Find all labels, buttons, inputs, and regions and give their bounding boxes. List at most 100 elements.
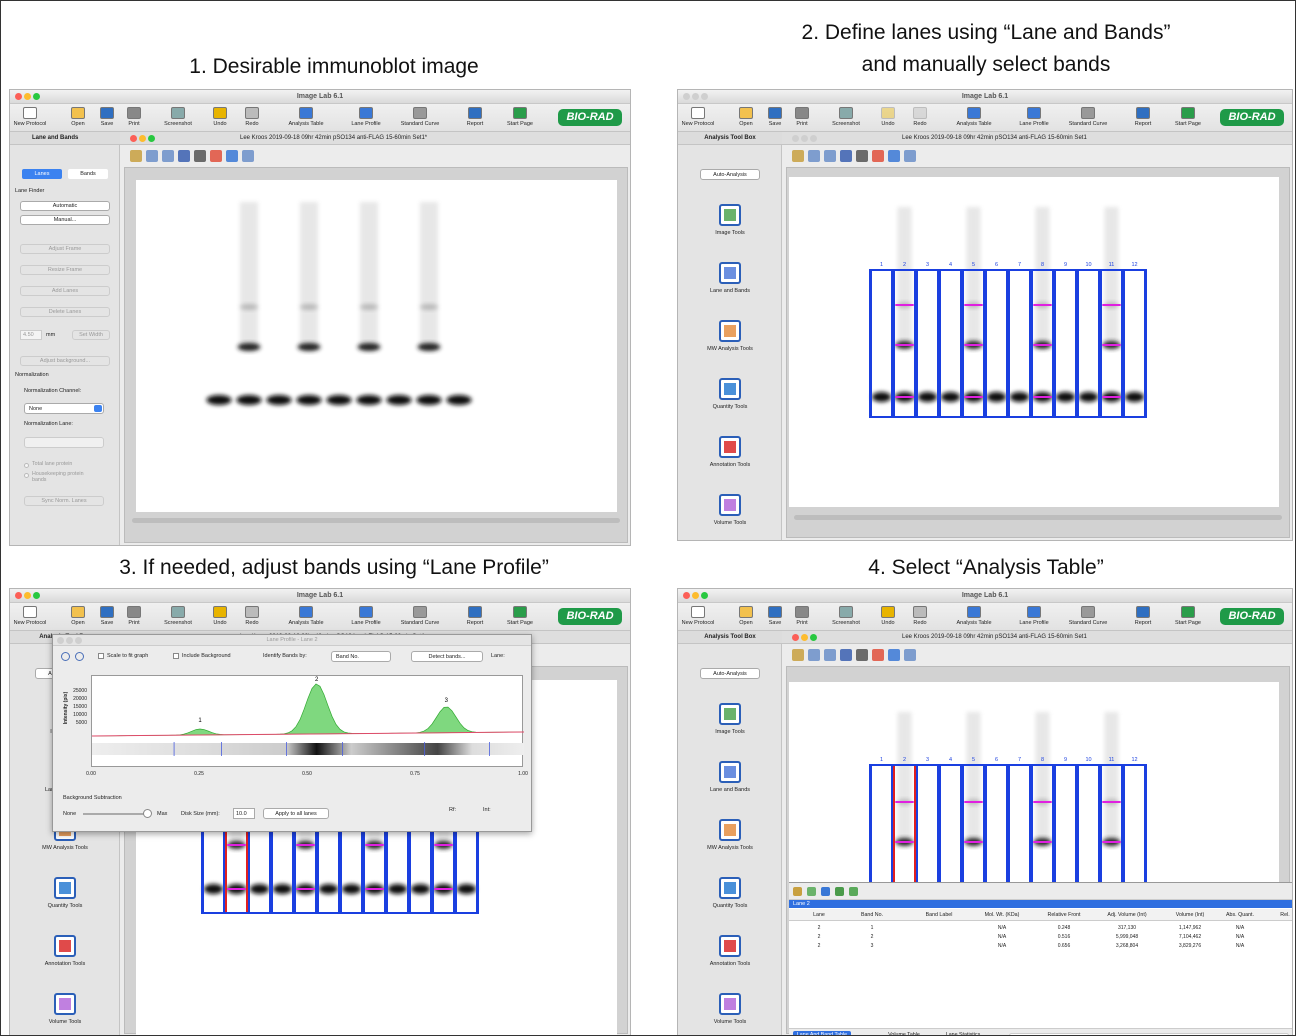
toolbar-icon[interactable]: [1181, 606, 1195, 618]
window-control[interactable]: [130, 135, 137, 142]
button[interactable]: Auto-Analysis: [700, 169, 760, 180]
image-tool-icon[interactable]: [792, 150, 804, 162]
toolbar-icon[interactable]: [299, 107, 313, 119]
tool-label[interactable]: Quantity Tools: [10, 903, 120, 909]
tool-label[interactable]: Volume Tools: [10, 1019, 120, 1025]
tool-label[interactable]: Lane and Bands: [678, 288, 782, 294]
toolbar-icon[interactable]: [1027, 107, 1041, 119]
zoom-icon[interactable]: [61, 652, 70, 661]
select[interactable]: None: [24, 403, 104, 414]
toolbar-icon[interactable]: [839, 107, 853, 119]
toolbar-icon[interactable]: [100, 107, 114, 119]
tool-label[interactable]: MW Analysis Tools: [10, 845, 120, 851]
tool-icon[interactable]: [719, 761, 741, 783]
image-tool-icon[interactable]: [162, 150, 174, 162]
tool-icon[interactable]: [719, 320, 741, 342]
image-tool-icon[interactable]: [130, 150, 142, 162]
image-tool-icon[interactable]: [888, 150, 900, 162]
toolbar-icon[interactable]: [839, 606, 853, 618]
button[interactable]: Set Width: [72, 330, 110, 340]
tool-label[interactable]: Image Tools: [678, 729, 782, 735]
image-tool-icon[interactable]: [856, 649, 868, 661]
toolbar-label[interactable]: Standard Curve: [1058, 620, 1118, 626]
tab[interactable]: Bands: [68, 169, 108, 179]
toolbar-icon[interactable]: [881, 606, 895, 618]
tool-label[interactable]: Annotation Tools: [678, 462, 782, 468]
table-tool-icon[interactable]: [821, 887, 830, 896]
toolbar-icon[interactable]: [1136, 107, 1150, 119]
tool-label[interactable]: Image Tools: [678, 230, 782, 236]
tool-label[interactable]: Quantity Tools: [678, 404, 782, 410]
toolbar-label[interactable]: Redo: [222, 121, 282, 127]
toolbar-label[interactable]: Analysis Table: [944, 620, 1004, 626]
toolbar-label[interactable]: Lane Profile: [336, 620, 396, 626]
tool-icon[interactable]: [719, 436, 741, 458]
button[interactable]: Manual...: [20, 215, 110, 225]
image-tool-icon[interactable]: [792, 649, 804, 661]
tool-label[interactable]: Volume Tools: [678, 1019, 782, 1025]
toolbar-icon[interactable]: [213, 606, 227, 618]
tool-label[interactable]: MW Analysis Tools: [678, 346, 782, 352]
tab[interactable]: Lane And Band Table: [793, 1031, 851, 1036]
button[interactable]: Adjust Frame: [20, 244, 110, 254]
input[interactable]: 10.0: [233, 808, 255, 819]
tool-label[interactable]: MW Analysis Tools: [678, 845, 782, 851]
select[interactable]: [24, 437, 104, 448]
toolbar-icon[interactable]: [795, 606, 809, 618]
window-control[interactable]: [148, 135, 155, 142]
toolbar-label[interactable]: Standard Curve: [390, 620, 450, 626]
tool-icon[interactable]: [719, 935, 741, 957]
image-tool-icon[interactable]: [242, 150, 254, 162]
tool-label[interactable]: Volume Tools: [678, 520, 782, 526]
image-tool-icon[interactable]: [210, 150, 222, 162]
button[interactable]: Delete Lanes: [20, 307, 110, 317]
toolbar-label[interactable]: Standard Curve: [1058, 121, 1118, 127]
toolbar-icon[interactable]: [245, 606, 259, 618]
toolbar-label[interactable]: Redo: [890, 620, 950, 626]
toolbar-icon[interactable]: [913, 606, 927, 618]
toolbar-icon[interactable]: [1181, 107, 1195, 119]
window-control[interactable]: [801, 135, 808, 142]
tool-icon[interactable]: [719, 262, 741, 284]
select[interactable]: Band No.: [331, 651, 391, 662]
toolbar-icon[interactable]: [23, 606, 37, 618]
toolbar-label[interactable]: Standard Curve: [390, 121, 450, 127]
toolbar-icon[interactable]: [23, 107, 37, 119]
toolbar-icon[interactable]: [795, 107, 809, 119]
checkbox[interactable]: [98, 653, 104, 659]
toolbar-label[interactable]: Lane Profile: [1004, 121, 1064, 127]
column-header[interactable]: Band No.: [842, 912, 902, 918]
tool-icon[interactable]: [54, 877, 76, 899]
toolbar-icon[interactable]: [513, 606, 527, 618]
button[interactable]: Adjust background...: [20, 356, 110, 366]
slider[interactable]: [83, 813, 151, 815]
toolbar-icon[interactable]: [1027, 606, 1041, 618]
button[interactable]: Apply to all lanes: [263, 808, 329, 819]
toolbar-label[interactable]: Analysis Table: [276, 121, 336, 127]
tool-label[interactable]: Annotation Tools: [10, 961, 120, 967]
toolbar-icon[interactable]: [739, 606, 753, 618]
tab[interactable]: Lane Statistics: [937, 1031, 989, 1036]
toolbar-label[interactable]: Lane Profile: [1004, 620, 1064, 626]
image-tool-icon[interactable]: [888, 649, 900, 661]
button[interactable]: Resize Frame: [20, 265, 110, 275]
image-tool-icon[interactable]: [872, 150, 884, 162]
toolbar-icon[interactable]: [71, 606, 85, 618]
toolbar-icon[interactable]: [913, 107, 927, 119]
toolbar-icon[interactable]: [513, 107, 527, 119]
toolbar-icon[interactable]: [468, 606, 482, 618]
image-tool-icon[interactable]: [146, 150, 158, 162]
tool-icon[interactable]: [719, 494, 741, 516]
toolbar-icon[interactable]: [299, 606, 313, 618]
tool-icon[interactable]: [719, 378, 741, 400]
toolbar-label[interactable]: Start Page: [1158, 620, 1218, 626]
image-tool-icon[interactable]: [904, 150, 916, 162]
tab[interactable]: Volume Table: [879, 1031, 929, 1036]
column-header[interactable]: Band Label: [909, 912, 969, 918]
tool-icon[interactable]: [719, 819, 741, 841]
toolbar-icon[interactable]: [768, 606, 782, 618]
toolbar-icon[interactable]: [127, 606, 141, 618]
checkbox[interactable]: [173, 653, 179, 659]
button[interactable]: Detect bands...: [411, 651, 483, 662]
column-header[interactable]: Relative Front: [1034, 912, 1094, 918]
